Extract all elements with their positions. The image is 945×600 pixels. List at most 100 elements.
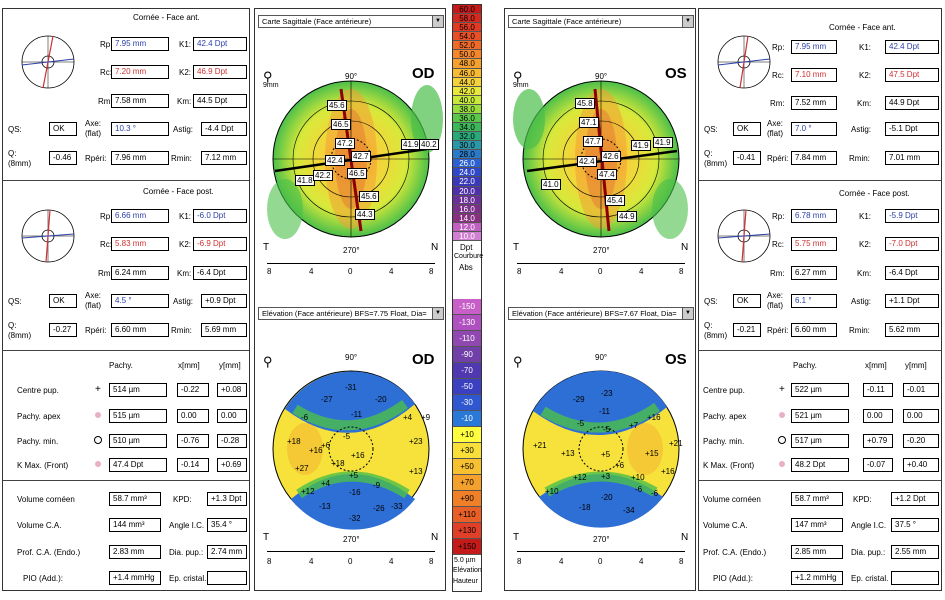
map-value-label: 40.2 [419, 139, 439, 150]
map-value-label: 46.5 [347, 168, 367, 179]
legend-top-cell: 14.0 [453, 213, 481, 223]
map-value-label: +21 [669, 439, 683, 448]
legend-bottom-cell: -110 [453, 331, 481, 347]
legend-bottom-cell: +30 [453, 443, 481, 459]
map-value-label: +18 [331, 459, 345, 468]
od-elevation-map [272, 370, 430, 530]
left-volume-section: Volume cornéen 58.7 mm³ KPD: +1.3 Dpt Vo… [3, 481, 249, 591]
legend-bottom-cell: +110 [453, 507, 481, 523]
map-value-label: -9 [373, 481, 381, 490]
os-label-bottom: OS [665, 351, 687, 368]
left-ant-axe: 10.3 ° [111, 122, 169, 136]
os-label-top: OS [665, 65, 687, 82]
map-value-label: -5 [343, 432, 351, 441]
map-value-label: 41.9 [631, 140, 651, 151]
legend-top-cell: 40.0 [453, 95, 481, 105]
map-value-label: -18 [579, 503, 591, 512]
right-post-title: Cornée - Face post. [839, 189, 910, 198]
map-value-label: +6 [321, 441, 331, 450]
left-ant-axis-diagram [21, 35, 75, 89]
legend-bottom-cell: -70 [453, 363, 481, 379]
legend-top-cell: 50.0 [453, 50, 481, 60]
legend-top-cell: 44.0 [453, 77, 481, 87]
map-value-label: 46.5 [331, 119, 351, 130]
left-ant-rperi: 7.96 mm [111, 151, 169, 165]
zoom-icon-4[interactable]: ⚲ [513, 354, 523, 369]
right-post-axis-diagram [717, 209, 771, 263]
legend-top-cell: 28.0 [453, 150, 481, 160]
map-value-label: +6 [615, 461, 625, 470]
legend-top-cell: 24.0 [453, 168, 481, 178]
left-ep [207, 571, 247, 585]
od-label-bottom: OD [412, 351, 435, 368]
left-volume: 58.7 mm³ [109, 492, 161, 506]
map-value-label: -33 [391, 502, 403, 511]
map-value-label: -16 [349, 488, 361, 497]
legend-top-cell: 52.0 [453, 41, 481, 51]
zoom-icon[interactable]: ⚲ [263, 69, 273, 84]
map-value-label: 47.2 [335, 138, 355, 149]
left-kpd: +1.3 Dpt [207, 492, 247, 506]
left-anterior-section: Cornée - Face ant. Rp: 7.95 mm K1: 42.4 … [3, 9, 249, 181]
left-ant-rmin: 7.12 mm [201, 151, 247, 165]
od-map-panel: Carte Sagittale (Face antérieure) ▼ OD ⚲ … [254, 8, 446, 591]
os-map2-dropdown[interactable]: Elévation (Face antérieure) BFS=7.67 Flo… [508, 307, 694, 320]
legend-top-cell: 20.0 [453, 186, 481, 196]
legend-bottom-cell: +70 [453, 475, 481, 491]
map-value-label: -20 [375, 395, 387, 404]
map-value-label: +27 [295, 464, 309, 473]
map-value-label: +9 [421, 413, 431, 422]
legend-bottom-cell: -90 [453, 347, 481, 363]
legend-bottom-cell: -50 [453, 379, 481, 395]
od-label-top: OD [412, 65, 435, 82]
zoom-icon-3[interactable]: ⚲ [513, 69, 523, 84]
left-ant-k2: 46.9 Dpt [193, 65, 247, 79]
map-value-label: -11 [599, 407, 610, 416]
map-value-label: -5 [603, 425, 611, 434]
od-map2-dropdown[interactable]: Elévation (Face antérieure) BFS=7.75 Flo… [258, 307, 444, 320]
map-value-label: 47.1 [579, 117, 599, 128]
legend-bottom-cell: +50 [453, 459, 481, 475]
map-value-label: 41.9 [653, 137, 673, 148]
left-ant-km: 44.5 Dpt [193, 94, 247, 108]
map-value-label: 42.2 [313, 170, 333, 181]
left-post-qs: OK [49, 294, 77, 308]
map-value-label: +18 [287, 437, 301, 446]
od-map1-dropdown[interactable]: Carte Sagittale (Face antérieure) ▼ [258, 15, 444, 28]
right-ant-title: Cornée - Face ant. [829, 23, 896, 32]
map-value-label: -32 [349, 514, 361, 523]
map-value-label: -6 [301, 413, 309, 422]
left-post-astig: +0.9 Dpt [201, 294, 247, 308]
os-map1-dropdown[interactable]: Carte Sagittale (Face antérieure) ▼ [508, 15, 694, 28]
os-elevation-map [522, 370, 680, 528]
map-value-label: -6 [651, 489, 659, 498]
map-value-label: +12 [301, 487, 315, 496]
map-value-label: -29 [573, 395, 585, 404]
left-ant-astig: -4.4 Dpt [201, 122, 247, 136]
map-value-label: +7 [629, 421, 639, 430]
legend-top-cell: 18.0 [453, 195, 481, 205]
legend-bottom-cell: -130 [453, 315, 481, 331]
map-value-label: 42.4 [325, 155, 345, 166]
map-value-label: 45.6 [359, 191, 379, 202]
legend-top-cell: 32.0 [453, 132, 481, 142]
left-post-rperi: 6.60 mm [111, 323, 169, 337]
legend-bottom-cell: -150 [453, 299, 481, 315]
left-post-axe: 4.5 ° [111, 294, 169, 308]
right-data-panel: Cornée - Face ant. Rp: 7.95 mm K1: 42.4 … [698, 8, 942, 591]
left-post-rmin: 5.69 mm [201, 323, 247, 337]
map-value-label: -13 [319, 502, 331, 511]
legend-bottom-cell: -30 [453, 395, 481, 411]
map-value-label: -20 [601, 493, 613, 502]
left-pachy-min: 510 µm [109, 434, 167, 448]
left-post-q: -0.27 [49, 323, 77, 337]
legend-bottom-cell: +130 [453, 523, 481, 539]
map-value-label: +21 [533, 441, 547, 450]
map-value-label: +5 [349, 471, 359, 480]
legend-top-cell: 56.0 [453, 23, 481, 33]
zoom-icon-2[interactable]: ⚲ [263, 354, 273, 369]
map-value-label: -23 [601, 389, 613, 398]
map-value-label: 41.0 [541, 179, 561, 190]
left-post-rp: 6.66 mm [111, 209, 169, 223]
left-post-title: Cornée - Face post. [143, 187, 214, 196]
